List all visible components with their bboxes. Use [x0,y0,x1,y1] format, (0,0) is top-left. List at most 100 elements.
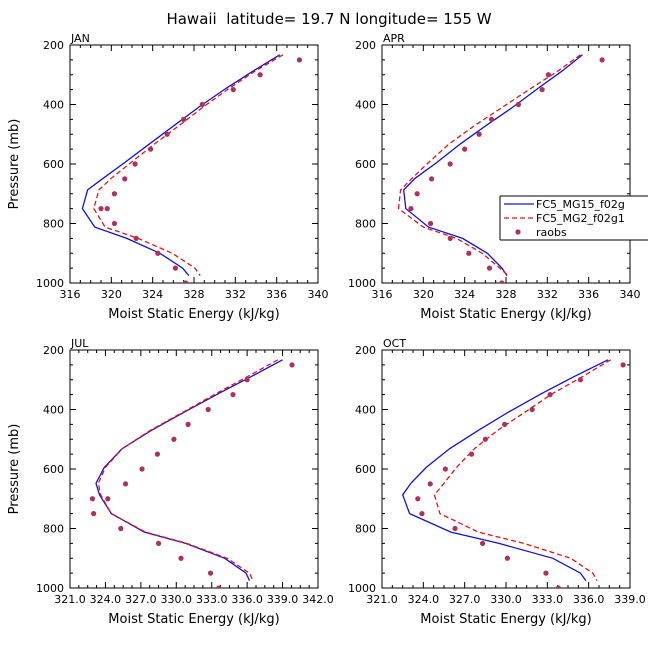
x-tick-label: 339.0 [267,593,299,606]
raobs-point [499,280,505,283]
raobs-point [111,220,118,227]
x-tick-label: 330.0 [490,593,522,606]
y-tick-label: 800 [355,523,376,536]
raobs-point [515,101,522,108]
raobs-point [502,421,508,427]
y-tick-label: 600 [355,158,376,171]
raobs-point [547,392,553,398]
raobs-point [205,406,211,413]
y-tick-label: 600 [43,158,64,171]
x-tick-label: 324 [454,288,475,301]
raobs-point [543,570,549,576]
raobs-point [427,481,433,487]
raobs-point [429,176,435,182]
series-line-fc5-mg2 [97,359,279,581]
x-tick-label: 333.0 [532,593,564,606]
raobs-point [172,265,178,271]
raobs-point [479,540,486,546]
y-tick-label: 400 [355,99,376,112]
raobs-point [539,87,545,93]
raobs-point [207,570,214,576]
raobs-point [244,377,250,383]
raobs-point [577,377,584,383]
legend-swatch-raobs [515,229,521,235]
panel-oct: OCT 321.0 324.0 327.0 330.0 333.0 336.0 339.0 20… [348,337,646,627]
raobs-point [415,496,421,502]
raobs-point [442,466,448,472]
x-tick-label: 332 [537,288,558,301]
raobs-point [408,206,414,212]
y-tick-label: 200 [355,344,376,357]
plot-frame [381,349,631,589]
x-tick-label: 333.0 [196,593,228,606]
x-tick-label: 342.0 [302,593,334,606]
raobs-point [599,57,605,63]
y-tick-label: 200 [355,39,376,52]
raobs-point [462,146,468,152]
x-tick-label: 336.0 [231,593,263,606]
legend-label: FC5_MG2_f02g1 [536,212,625,225]
raobs-point [257,72,263,78]
y-tick-label: 800 [355,218,376,231]
figure-title: Hawaii latitude= 19.7 N longitude= 155 W [166,10,491,28]
raobs-point [118,525,124,532]
raobs-point [476,131,482,137]
x-axis-label: Moist Static Energy (kJ/kg) [108,612,279,627]
raobs-point [183,280,189,283]
y-tick-label: 1000 [36,582,64,595]
raobs-point [216,585,222,588]
x-axis-label: Moist Static Energy (kJ/kg) [420,612,591,627]
raobs-point [289,362,295,368]
raobs-point [164,131,170,137]
raobs-point [414,191,420,197]
data-layer [89,359,295,588]
raobs-point [504,555,510,561]
x-tick-label: 336 [578,288,599,301]
data-layer [401,359,626,588]
panel-jul: JUL 321.0 324.0 327.0 330.0 333.0 336.0 339.0 34… [7,337,334,627]
raobs-point [427,220,434,227]
raobs-point [482,436,488,442]
panel-title: OCT [383,337,406,350]
series-line-fc5-mg15 [401,359,609,581]
panel-jan: JAN 316 320 324 328 332 336 340 200 400 600 800 1000… [7,32,329,322]
x-tick-label: 340 [308,288,329,301]
data-layer [81,54,302,283]
raobs-point [545,72,551,78]
y-tick-label: 1000 [36,277,64,290]
raobs-point [133,235,139,241]
x-tick-label: 327.0 [125,593,157,606]
series-line-fc5-mg2 [433,359,612,581]
series-line-fc5-mg15 [403,54,583,276]
x-tick-label: 332 [225,288,246,301]
raobs-point [171,436,177,442]
raobs-point [181,116,187,122]
raobs-point [98,206,104,212]
y-axis-label: Pressure (mb) [7,119,22,210]
raobs-point [122,176,128,182]
raobs-point [419,511,425,517]
raobs-point [105,496,111,502]
raobs-point [555,585,561,588]
series-line-fc5-mg2 [397,54,581,277]
x-tick-label: 320 [101,288,122,301]
raobs-point [447,235,453,241]
x-tick-label: 324.0 [408,593,440,606]
x-tick-label: 340 [620,288,641,301]
raobs-point [111,191,118,197]
y-tick-label: 400 [355,404,376,417]
legend-label: raobs [536,226,567,239]
panels: JAN 316 320 324 328 332 336 340 200 400 600 800 1000… [7,32,646,627]
raobs-point [132,161,138,167]
x-tick-label: 328 [496,288,517,301]
y-tick-label: 200 [43,344,64,357]
raobs-point [296,57,302,63]
panel-title: JAN [70,32,90,45]
x-tick-label: 324 [142,288,163,301]
x-tick-label: 339.0 [614,593,646,606]
y-tick-label: 600 [43,463,64,476]
x-tick-label: 316 [60,288,81,301]
x-tick-label: 336 [266,288,287,301]
